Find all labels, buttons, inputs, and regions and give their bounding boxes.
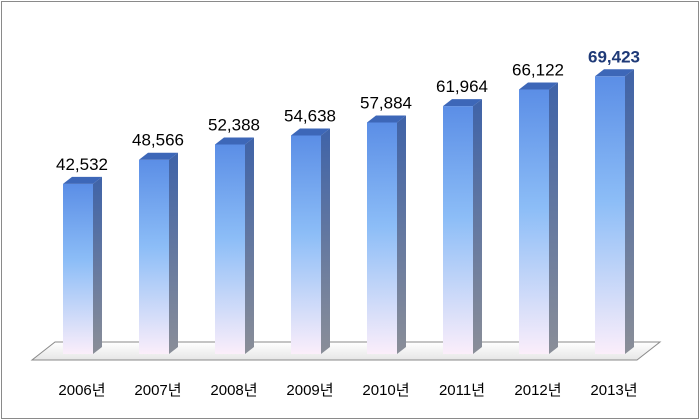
bar [443,99,482,354]
bar-front [443,106,473,354]
bar-top [367,115,406,123]
x-tick-label: 2011년 [439,382,485,399]
x-tick-label: 2013년 [590,382,637,399]
bar-side [549,82,558,355]
bar-front [63,183,93,354]
bar [291,128,330,354]
bar-front [291,135,321,354]
x-tick-label: 2008년 [210,382,257,399]
data-label: 61,964 [436,77,488,96]
bar [139,152,178,354]
bar-front [595,76,625,355]
bar-top [139,152,178,160]
bar-top [291,128,330,136]
bar-side [93,176,102,354]
bar [595,69,634,355]
x-tick-label: 2009년 [286,382,333,399]
data-label: 57,884 [360,93,412,112]
bar-top [519,82,558,90]
bar-top [215,137,254,145]
bar-side [397,115,406,355]
chart-floor [30,341,662,361]
bar-side [321,128,330,354]
data-label: 66,122 [512,61,564,80]
bar-front [519,89,549,355]
bar-front [215,144,245,354]
x-tick-label: 2006년 [58,382,105,399]
bar-side [473,99,482,354]
bar-top [443,99,482,107]
data-label: 48,566 [132,131,184,150]
bar [519,82,558,355]
data-label: 54,638 [284,106,336,125]
bar-top [63,176,102,184]
bar-front [139,159,169,354]
bar [63,176,102,354]
data-label: 52,388 [208,115,260,134]
x-tick-label: 2010년 [362,382,409,399]
bar [215,137,254,354]
bar [367,115,406,355]
data-label: 69,423 [588,47,640,66]
bar-front [367,122,397,355]
x-tick-label: 2012년 [514,382,561,399]
bar-side [625,69,634,355]
data-label: 42,532 [56,155,108,174]
bar-side [169,152,178,354]
bar-side [245,137,254,354]
x-tick-label: 2007년 [134,382,181,399]
bar-top [595,69,634,77]
